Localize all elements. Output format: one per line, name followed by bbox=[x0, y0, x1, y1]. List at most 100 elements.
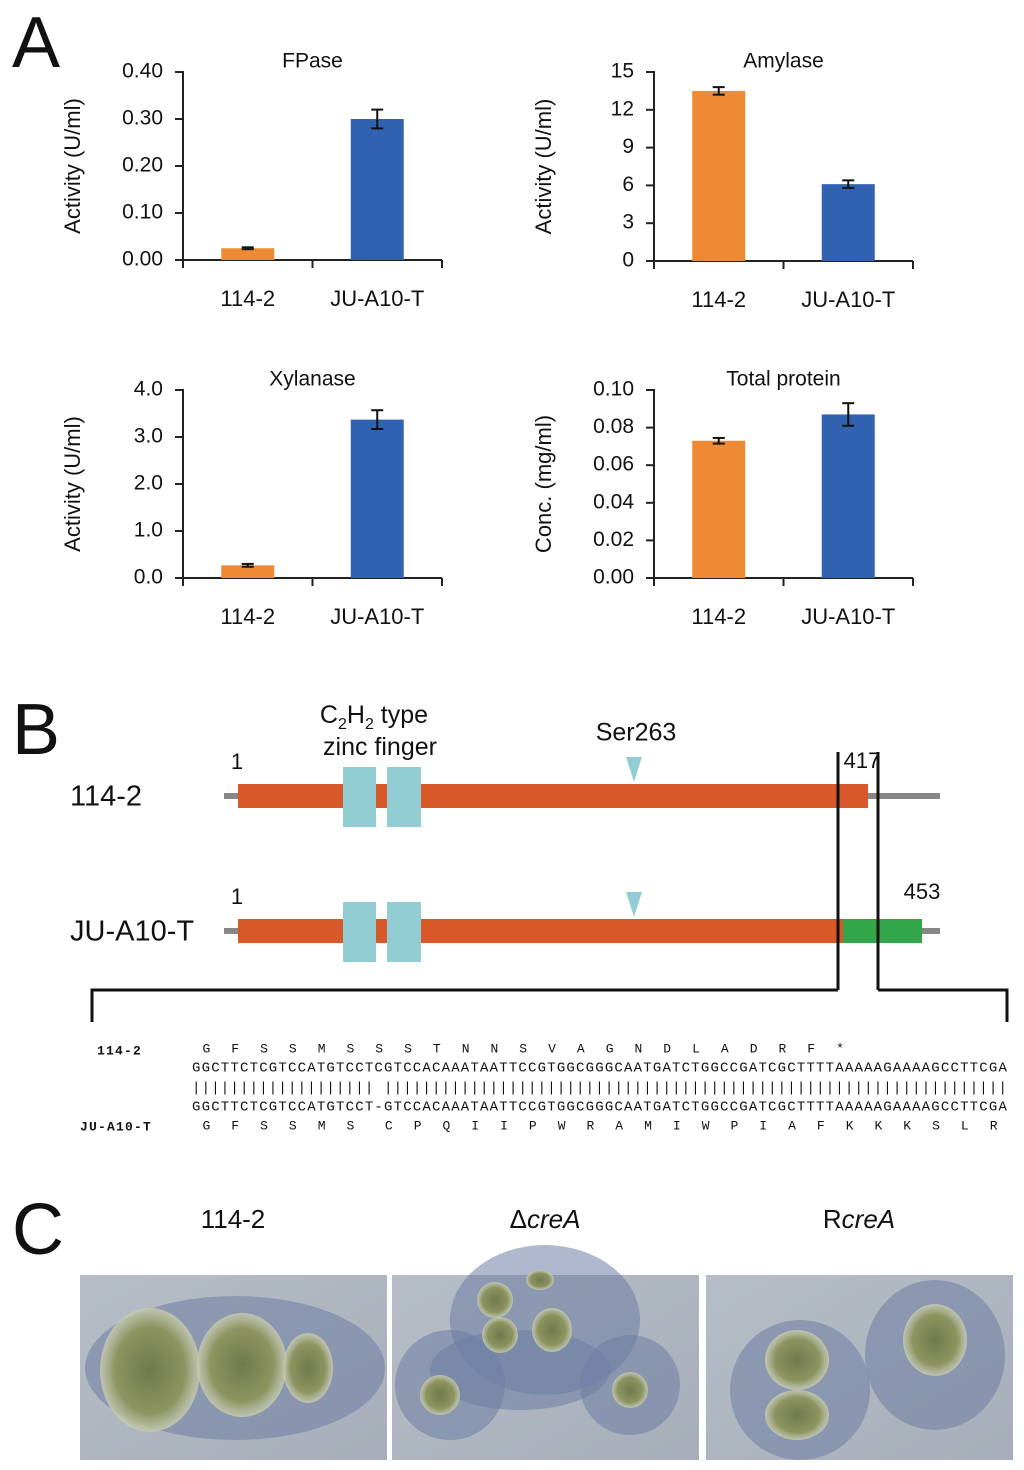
dna-mutation: - bbox=[374, 1100, 384, 1116]
site-marker bbox=[626, 757, 642, 782]
track-label: 114-2 bbox=[70, 781, 142, 813]
amino-acid: F bbox=[231, 1041, 239, 1056]
dna-sequence: GTCCACAAATAATTCCGTGGCGGGCAATGATCTGGCCGAT… bbox=[384, 1061, 1008, 1077]
alignment-label: 114-2 bbox=[97, 1043, 142, 1058]
error-bar bbox=[712, 86, 725, 96]
y-tick-label: 3 bbox=[622, 211, 634, 234]
amino-acid: M bbox=[644, 1118, 652, 1133]
photo-title-part: creA bbox=[527, 1204, 580, 1234]
colony bbox=[477, 1282, 513, 1318]
zinc-finger bbox=[387, 767, 421, 827]
amino-acid: R bbox=[586, 1118, 594, 1133]
photo-title-part: R bbox=[823, 1204, 842, 1234]
colony bbox=[482, 1317, 518, 1353]
amino-acid: M bbox=[318, 1041, 326, 1056]
y-tick-label: 0 bbox=[622, 249, 634, 272]
y-tick-label: 3.0 bbox=[134, 425, 163, 448]
amino-acid: * bbox=[836, 1041, 844, 1056]
x-tick-label: JU-A10-T bbox=[801, 287, 895, 312]
chart-title: Amylase bbox=[743, 50, 824, 73]
dna-sequence: GTCCACAAATAATTCCGTGGCGGGCAATGATCTGGCCGAT… bbox=[384, 1100, 1008, 1116]
bar bbox=[350, 419, 404, 578]
amino-acid: A bbox=[615, 1118, 623, 1133]
plate-photo bbox=[392, 1245, 699, 1460]
y-tick-label: 6 bbox=[622, 173, 634, 196]
amino-acid: S bbox=[519, 1041, 527, 1056]
amino-acid: D bbox=[663, 1041, 671, 1056]
x-tick-label: JU-A10-T bbox=[801, 604, 895, 629]
y-tick-label: 4.0 bbox=[134, 378, 163, 401]
error-bar bbox=[241, 562, 254, 568]
amino-acid: A bbox=[577, 1041, 585, 1056]
y-axis-label: Conc. (mg/ml) bbox=[531, 415, 556, 553]
amino-acid: I bbox=[673, 1118, 681, 1133]
colony bbox=[100, 1308, 200, 1432]
y-tick-label: 0.00 bbox=[593, 566, 634, 589]
amino-acid: G bbox=[606, 1041, 614, 1056]
y-tick-label: 0.0 bbox=[134, 566, 163, 589]
domain-label-part: zinc finger bbox=[323, 733, 437, 761]
amino-acid: L bbox=[961, 1118, 969, 1133]
chart-title: FPase bbox=[282, 50, 343, 73]
panel-label: B bbox=[12, 690, 60, 770]
y-tick-label: 0.02 bbox=[593, 528, 634, 551]
protein-bar bbox=[238, 784, 868, 808]
amino-acid: P bbox=[529, 1118, 537, 1133]
bar bbox=[692, 90, 746, 262]
y-tick-label: 0.00 bbox=[122, 248, 163, 271]
amino-acid: I bbox=[759, 1118, 767, 1133]
colony bbox=[765, 1330, 829, 1390]
amino-acid: T bbox=[433, 1041, 441, 1056]
amino-acid: S bbox=[375, 1041, 383, 1056]
amino-acid: S bbox=[932, 1118, 940, 1133]
y-tick-label: 0.10 bbox=[593, 378, 634, 401]
amino-acid: S bbox=[346, 1041, 354, 1056]
colony bbox=[283, 1333, 333, 1403]
y-axis-label: Activity (U/ml) bbox=[60, 416, 85, 552]
amino-acid: K bbox=[874, 1118, 882, 1133]
colony bbox=[765, 1390, 829, 1440]
colony bbox=[532, 1308, 572, 1352]
dna-sequence: GGCTTCTCGTCCATGTCCT bbox=[192, 1100, 374, 1116]
amino-acid: S bbox=[289, 1118, 297, 1133]
x-tick-label: JU-A10-T bbox=[330, 604, 424, 629]
y-tick-label: 0.30 bbox=[122, 107, 163, 130]
amino-acid: R bbox=[778, 1041, 786, 1056]
y-tick-label: 0.04 bbox=[593, 490, 634, 513]
colony bbox=[526, 1270, 554, 1290]
amino-acid: N bbox=[634, 1041, 642, 1056]
start-label: 1 bbox=[231, 884, 243, 909]
y-tick-label: 9 bbox=[622, 135, 634, 158]
x-tick-label: 114-2 bbox=[691, 287, 746, 312]
error-bar bbox=[842, 402, 855, 427]
colony bbox=[903, 1304, 967, 1376]
amino-acid: F bbox=[807, 1041, 815, 1056]
amino-acid: K bbox=[903, 1118, 911, 1133]
end-label: 453 bbox=[904, 879, 941, 904]
amino-acid: P bbox=[414, 1118, 422, 1133]
amino-acid: D bbox=[750, 1041, 758, 1056]
dna-sequence: GGCTTCTCGTCCATGTCCT bbox=[192, 1061, 374, 1077]
y-tick-label: 12 bbox=[611, 97, 634, 120]
dna-mutation: C bbox=[374, 1061, 384, 1077]
amino-acid: R bbox=[990, 1118, 998, 1133]
start-label: 1 bbox=[231, 749, 243, 774]
match-line: ||||||||||||||||||| ||||||||||||||||||||… bbox=[192, 1081, 1008, 1097]
amino-acid: F bbox=[231, 1118, 239, 1133]
domain-label-part: H bbox=[347, 701, 365, 729]
y-tick-label: 15 bbox=[611, 60, 634, 83]
y-tick-label: 0.40 bbox=[122, 60, 163, 83]
amino-acid: A bbox=[788, 1118, 796, 1133]
amino-acid: W bbox=[558, 1118, 566, 1133]
zinc-finger bbox=[387, 902, 421, 962]
chart-title: Xylanase bbox=[269, 368, 355, 391]
bar bbox=[350, 119, 404, 260]
zoom-bracket bbox=[878, 988, 1009, 1022]
amino-acid: S bbox=[260, 1041, 268, 1056]
y-tick-label: 0.06 bbox=[593, 453, 634, 476]
photo-title: RcreA bbox=[823, 1204, 895, 1234]
bar bbox=[692, 440, 746, 578]
plate-photo bbox=[80, 1275, 387, 1460]
bar bbox=[221, 248, 275, 260]
